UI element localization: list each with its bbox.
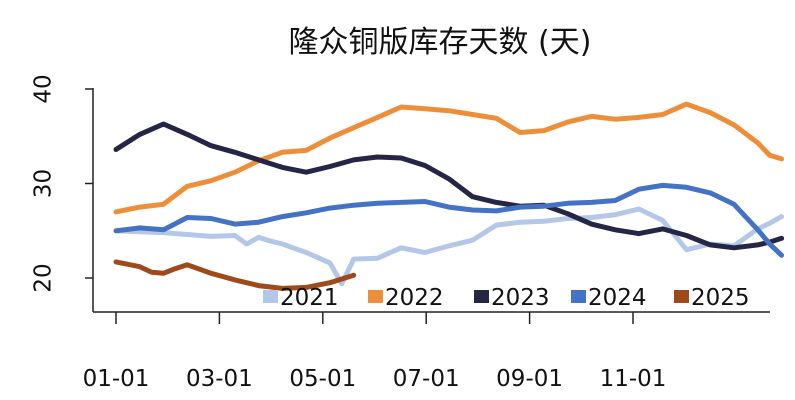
y-tick-label: 40 — [31, 74, 57, 103]
legend-label-2023: 2023 — [491, 285, 550, 311]
series-line-2022 — [113, 101, 785, 215]
legend-swatch-2023 — [474, 290, 489, 303]
x-axis-ticks: 01-01 03-01 05-01 07-01 09-01 11-01 — [83, 312, 667, 392]
legend-swatch-2024 — [571, 290, 586, 303]
series-line-2025 — [113, 259, 357, 291]
x-tick-label: 09-01 — [496, 366, 563, 392]
x-tick-label: 05-01 — [289, 366, 356, 392]
y-axis-ticks: 20 30 40 — [31, 74, 93, 293]
legend-label-2021: 2021 — [280, 285, 339, 311]
legend-label-2022: 2022 — [385, 285, 444, 311]
legend-swatch-2022 — [368, 290, 383, 303]
x-tick-label: 07-01 — [393, 366, 460, 392]
chart-title: 隆众铜版库存天数 (天) — [289, 25, 592, 60]
legend-swatch-2021 — [263, 290, 278, 303]
series-lines — [113, 101, 785, 291]
x-tick-label: 01-01 — [83, 366, 150, 392]
series-line-2023 — [113, 121, 785, 251]
legend: 2021 2022 2023 2024 2025 — [263, 285, 750, 311]
series-line-2024 — [113, 182, 785, 258]
series-line-2021 — [113, 206, 785, 287]
legend-swatch-2025 — [674, 290, 689, 303]
x-tick-label: 11-01 — [600, 366, 667, 392]
legend-label-2025: 2025 — [691, 285, 750, 311]
y-tick-label: 20 — [31, 263, 57, 292]
y-tick-label: 30 — [31, 169, 57, 198]
x-tick-label: 03-01 — [186, 366, 253, 392]
legend-label-2024: 2024 — [588, 285, 647, 311]
